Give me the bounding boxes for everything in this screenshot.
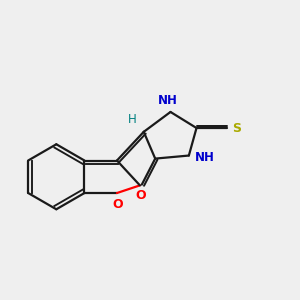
Text: NH: NH <box>158 94 177 107</box>
Text: O: O <box>113 198 123 211</box>
Text: NH: NH <box>195 151 214 164</box>
Text: O: O <box>135 189 146 202</box>
Text: H: H <box>128 113 137 127</box>
Text: S: S <box>232 122 241 134</box>
